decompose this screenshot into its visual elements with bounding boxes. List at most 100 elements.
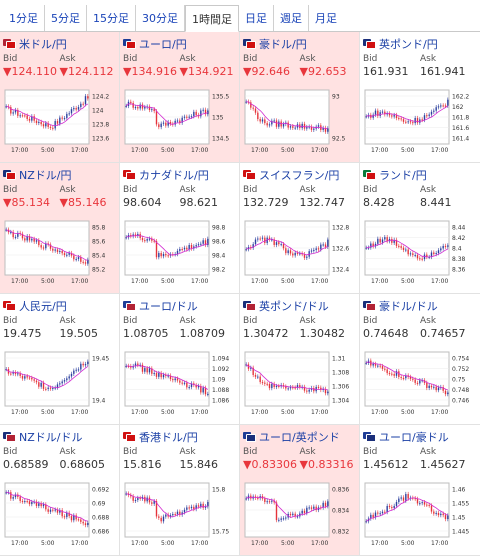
candlestick-chart[interactable]: 8.44 8.42 8.4 8.38 8.36 17:00 5:00 17:00 — [363, 219, 476, 289]
candle-body — [379, 365, 381, 367]
rate-panel[interactable]: 豪ドル/円 Bid Ask ▼92.646 ▼92.653 93 92.5 17:00 5:00… — [240, 32, 360, 163]
candle-body — [202, 240, 204, 244]
rate-panel[interactable]: スイスフラン/円 Bid Ask 132.729 132.747 132.8 132.6 13… — [240, 163, 360, 294]
pair-title[interactable]: 豪ドル/円 — [243, 36, 356, 51]
x-tick-label: 5:00 — [281, 147, 295, 154]
pair-name[interactable]: 英ポンド/円 — [379, 37, 438, 51]
candle-body — [257, 112, 259, 120]
candlestick-chart[interactable]: 135.5 135 134.5 17:00 5:00 17:00 — [123, 88, 236, 158]
tab-timeframe[interactable]: 5分足 — [45, 5, 87, 31]
rate-panel[interactable]: 人民元/円 Bid Ask 19.475 19.505 19.45 19.4 17:00 5:0… — [0, 294, 120, 425]
candlestick-chart[interactable]: 1.46 1.455 1.45 1.445 17:00 5:00 17:00 — [363, 481, 476, 551]
candlestick-chart[interactable]: 0.692 0.69 0.688 0.686 17:00 5:00 17:00 — [3, 481, 116, 551]
pair-title[interactable]: ランド/円 — [363, 167, 477, 182]
pair-title[interactable]: ユーロ/ドル — [123, 298, 236, 313]
candle-body — [137, 497, 139, 501]
candle-body — [160, 517, 162, 522]
pair-title[interactable]: 豪ドル/ドル — [363, 298, 477, 313]
pair-name[interactable]: ユーロ/円 — [139, 37, 187, 51]
candle-body — [17, 232, 19, 237]
candlestick-chart[interactable]: 124.2 124 123.8 123.6 17:00 5:00 17:00 — [3, 88, 116, 158]
candlestick-chart[interactable]: 162.2 162 161.8 161.6 161.4 17:00 5:00 17:00 — [363, 88, 476, 158]
candle-body — [181, 117, 183, 123]
bid-label: Bid — [123, 54, 138, 64]
rate-panel[interactable]: 英ポンド/ドル Bid Ask 1.30472 1.30482 1.31 1.308 1.30… — [240, 294, 360, 425]
pair-title[interactable]: ユーロ/豪ドル — [363, 429, 477, 444]
candle-body — [402, 497, 405, 501]
tab-timeframe[interactable]: 1時間足 — [185, 5, 239, 32]
candlestick-chart[interactable]: 132.8 132.6 132.4 17:00 5:00 17:00 — [243, 219, 356, 289]
candlestick-chart[interactable]: 85.8 85.6 85.4 85.2 17:00 5:00 17:00 — [3, 219, 116, 289]
pair-title[interactable]: 人民元/円 — [3, 298, 116, 313]
candlestick-chart[interactable]: 0.836 0.834 0.832 17:00 5:00 17:00 — [243, 481, 356, 551]
pair-title[interactable]: スイスフラン/円 — [243, 167, 356, 182]
candlestick-chart[interactable]: 19.45 19.4 17:00 5:00 17:00 — [3, 350, 116, 420]
pair-name[interactable]: ユーロ/ドル — [139, 299, 198, 313]
y-tick-label: 19.45 — [92, 356, 109, 363]
pair-name[interactable]: 人民元/円 — [19, 299, 67, 313]
pair-title[interactable]: カナダドル/円 — [123, 167, 236, 182]
rate-panel[interactable]: ユーロ/英ポンド Bid Ask ▼0.83306 ▼0.83316 0.836 0.834… — [240, 425, 360, 556]
tab-timeframe[interactable]: 30分足 — [136, 5, 185, 31]
candle-body — [365, 521, 367, 523]
pair-name[interactable]: 香港ドル/円 — [139, 430, 198, 444]
pair-title[interactable]: 英ポンド/ドル — [243, 298, 356, 313]
candle-body — [188, 116, 190, 118]
rate-panel[interactable]: 豪ドル/ドル Bid Ask 0.74648 0.74657 0.754 0.752 0.75… — [360, 294, 480, 425]
candle-body — [73, 255, 75, 260]
pair-title[interactable]: 香港ドル/円 — [123, 429, 236, 444]
plot-area — [4, 220, 90, 276]
tab-timeframe[interactable]: 1分足 — [3, 5, 45, 31]
ask-price: 1.45627 — [420, 458, 466, 471]
candlestick-chart[interactable]: 0.754 0.752 0.75 0.748 0.746 17:00 5:00 17:00 — [363, 350, 476, 420]
candlestick-chart[interactable]: 93 92.5 17:00 5:00 17:00 — [243, 88, 356, 158]
pair-name[interactable]: ランド/円 — [379, 168, 427, 182]
tab-timeframe[interactable]: 月足 — [315, 12, 337, 25]
pair-name[interactable]: ユーロ/豪ドル — [379, 430, 449, 444]
candlestick-chart[interactable]: 98.8 98.6 98.4 98.2 17:00 5:00 17:00 — [123, 219, 236, 289]
rate-panel[interactable]: 英ポンド/円 Bid Ask 161.931 161.941 162.2 162 161.8 1… — [360, 32, 480, 163]
rate-panel[interactable]: 米ドル/円 Bid Ask ▼124.110 ▼124.112 124.2 124 123.8… — [0, 32, 120, 163]
candle-body — [402, 247, 405, 250]
pair-title[interactable]: NZドル/円 — [3, 167, 116, 182]
tab-timeframe[interactable]: 日足 — [239, 5, 274, 31]
candlestick-chart[interactable]: 1.094 1.092 1.09 1.088 1.086 17:00 5:00 17:00 — [123, 350, 236, 420]
candle-body — [84, 523, 87, 526]
tab-timeframe[interactable]: 15分足 — [87, 5, 136, 31]
y-tick-label: 161.6 — [452, 125, 469, 132]
rate-panel[interactable]: 香港ドル/円 Bid Ask 15.816 15.846 15.8 15.75 17:00 5:… — [120, 425, 240, 556]
pair-name[interactable]: 豪ドル/ドル — [379, 299, 438, 313]
pair-title[interactable]: ユーロ/円 — [123, 36, 236, 51]
pair-title[interactable]: 米ドル/円 — [3, 36, 116, 51]
rate-panel[interactable]: ランド/円 Bid Ask 8.428 8.441 8.44 8.42 8.4 8.38 8.36… — [360, 163, 480, 294]
pair-name[interactable]: スイスフラン/円 — [259, 168, 340, 182]
candle-body — [374, 512, 377, 518]
candle-body — [324, 502, 327, 507]
candle-body — [19, 373, 21, 376]
tab-timeframe[interactable]: 週足 — [274, 5, 309, 31]
rate-panel[interactable]: ユーロ/円 Bid Ask ▼134.916 ▼134.921 135.5 135 134.5… — [120, 32, 240, 163]
candle-body — [167, 514, 169, 517]
pair-name[interactable]: ユーロ/英ポンド — [259, 430, 340, 444]
pair-title[interactable]: 英ポンド/円 — [363, 36, 477, 51]
pair-name[interactable]: カナダドル/円 — [139, 168, 209, 182]
candle-body — [179, 120, 181, 123]
pair-name[interactable]: NZドル/円 — [19, 168, 72, 182]
candlestick-chart[interactable]: 15.8 15.75 17:00 5:00 17:00 — [123, 481, 236, 551]
rate-panel[interactable]: NZドル/円 Bid Ask ▼85.134 ▼85.146 85.8 85.6 85.4 85… — [0, 163, 120, 294]
rate-panel[interactable]: ユーロ/ドル Bid Ask 1.08705 1.08709 1.094 1.092 1.09… — [120, 294, 240, 425]
pair-name[interactable]: NZドル/ドル — [19, 430, 83, 444]
pair-title[interactable]: NZドル/ドル — [3, 429, 116, 444]
rate-panel[interactable]: NZドル/ドル Bid Ask 0.68589 0.68605 0.692 0.69 0.68… — [0, 425, 120, 556]
pair-title[interactable]: ユーロ/英ポンド — [243, 429, 356, 444]
pair-name[interactable]: 米ドル/円 — [19, 37, 67, 51]
moving-average-line — [245, 364, 328, 391]
rate-panel[interactable]: ユーロ/豪ドル Bid Ask 1.45612 1.45627 1.46 1.455 1.45… — [360, 425, 480, 556]
candle-body — [137, 363, 139, 366]
pair-name[interactable]: 英ポンド/ドル — [259, 299, 329, 313]
pair-name[interactable]: 豪ドル/円 — [259, 37, 307, 51]
y-tick-label: 8.36 — [452, 267, 466, 274]
candle-body — [402, 377, 405, 379]
candlestick-chart[interactable]: 1.31 1.308 1.306 1.304 17:00 5:00 17:00 — [243, 350, 356, 420]
rate-panel[interactable]: カナダドル/円 Bid Ask 98.604 98.621 98.8 98.6 98.4 98.… — [120, 163, 240, 294]
